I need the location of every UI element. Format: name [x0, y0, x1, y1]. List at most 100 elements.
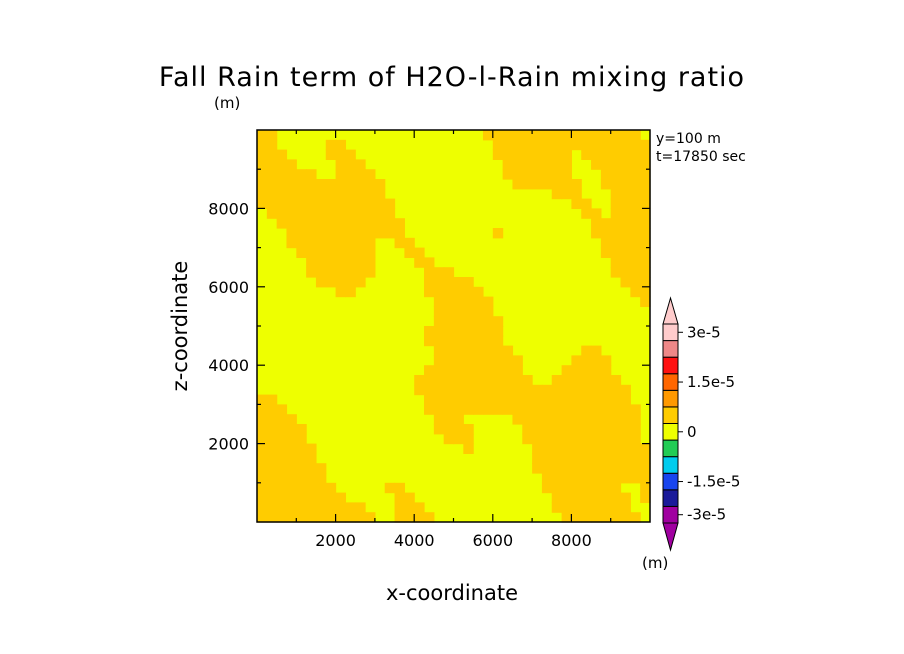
field-cell [315, 502, 327, 513]
field-cell [394, 228, 405, 239]
field-cell [296, 463, 307, 474]
field-cell [257, 130, 268, 141]
field-cell [315, 512, 327, 523]
field-cell [365, 179, 376, 190]
field-cell [541, 179, 553, 190]
field-cell [551, 139, 563, 151]
field-cell [581, 139, 592, 151]
field-cell [286, 208, 297, 219]
field-cell [443, 414, 455, 425]
field-cell [532, 139, 543, 151]
field-cell [424, 335, 435, 347]
field-cell [640, 443, 651, 454]
field-cell [325, 139, 337, 151]
field-cell [620, 414, 631, 425]
field-cell [640, 463, 651, 474]
field-cell [453, 384, 464, 396]
field-cell [257, 453, 268, 464]
field-cell [640, 188, 651, 200]
field-cell [315, 257, 327, 268]
field-cell [581, 414, 592, 425]
field-cell [610, 473, 622, 484]
field-cell [581, 463, 592, 474]
field-cell [365, 218, 376, 229]
field-cell [610, 237, 622, 249]
field-cell [610, 257, 622, 268]
field-cell [463, 355, 474, 366]
field-cell [522, 179, 533, 190]
field-cell [610, 198, 622, 209]
field-cell [620, 130, 631, 141]
field-cell [532, 453, 543, 464]
field-cell [591, 453, 602, 464]
field-cell [630, 159, 641, 170]
title-unit: (m) [214, 94, 240, 112]
field-cell [522, 414, 533, 425]
field-cell [443, 355, 455, 366]
field-cell [473, 375, 484, 386]
field-cell [286, 179, 297, 190]
field-cell [522, 159, 533, 170]
field-cell [424, 365, 435, 376]
colorbar-level-box [662, 489, 679, 507]
field-cell [453, 404, 464, 415]
field-cell [463, 316, 474, 327]
field-cell [561, 453, 572, 464]
field-cell [600, 443, 612, 454]
field-cell [257, 512, 268, 523]
field-cell [345, 267, 356, 278]
field-cell [532, 433, 543, 445]
field-cell [522, 384, 533, 396]
field-cell [512, 375, 523, 386]
x-axis-ticks: 2000 4000 6000 8000 [295, 130, 612, 550]
field-cell [640, 296, 651, 307]
field-cell [266, 188, 278, 200]
field-cell [581, 502, 592, 513]
field-cell [640, 247, 651, 258]
field-cell [591, 502, 602, 513]
field-cell [551, 433, 563, 445]
field-cell [522, 149, 533, 160]
field-cell [561, 433, 572, 445]
field-cell [630, 286, 641, 298]
field-cell [335, 512, 347, 523]
field-cell [306, 453, 317, 464]
field-cell [424, 277, 435, 288]
field-cell [286, 512, 297, 523]
field-cell [424, 404, 435, 415]
field-cell [335, 149, 347, 160]
field-cell [502, 384, 514, 396]
field-cell [296, 198, 307, 209]
field-cell [424, 512, 435, 523]
field-cell [473, 345, 484, 356]
field-cell [453, 316, 464, 327]
field-cell [257, 198, 268, 209]
field-cell [335, 218, 347, 229]
field-cell [325, 237, 337, 249]
field-cell [492, 228, 504, 239]
field-cell [502, 159, 514, 170]
colorbar-level-box [662, 389, 679, 408]
field-cell [551, 149, 563, 160]
field-cell [335, 139, 347, 151]
field-cell [571, 473, 582, 484]
field-cell [453, 433, 464, 445]
field-cell [355, 169, 366, 180]
field-cell [482, 306, 494, 317]
field-cell [453, 296, 464, 307]
colorbar-level-box [662, 340, 679, 358]
field-cell [610, 130, 622, 141]
field-cell [581, 512, 592, 523]
field-cell [276, 198, 288, 209]
x-tick-label: 2000 [315, 531, 356, 550]
field-cell [620, 237, 631, 249]
field-cell [325, 247, 337, 258]
field-cell [551, 159, 563, 170]
field-cell [492, 375, 504, 386]
field-cell [600, 375, 612, 386]
field-cell [276, 414, 288, 425]
field-cell [512, 169, 523, 180]
field-cell [571, 414, 582, 425]
field-cell [453, 414, 464, 425]
field-cell [551, 453, 563, 464]
